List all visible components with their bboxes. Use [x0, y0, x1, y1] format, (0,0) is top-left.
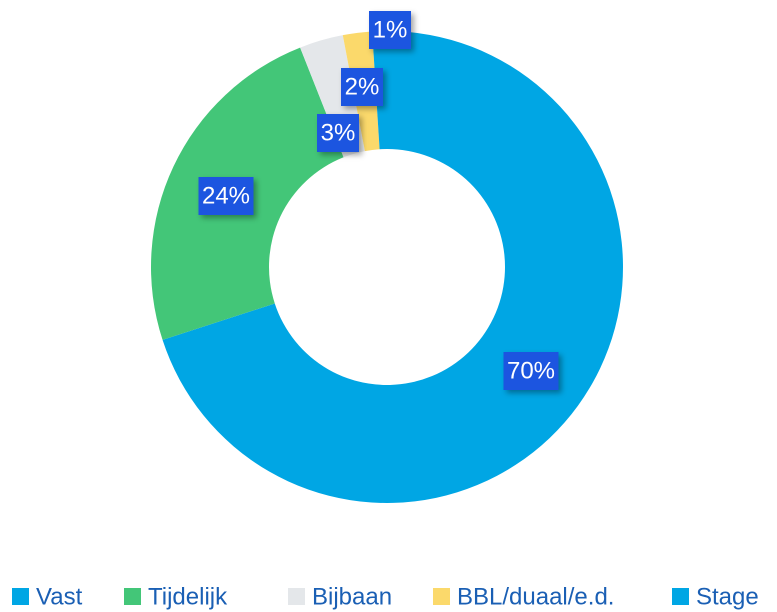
legend-label: Vast — [36, 583, 83, 610]
legend-label: Bijbaan — [312, 583, 392, 610]
legend-swatch — [288, 588, 305, 605]
data-label-box — [341, 68, 383, 106]
data-label: 70% — [507, 357, 555, 384]
legend-label: Tijdelijk — [148, 583, 228, 610]
data-label: 2% — [345, 73, 380, 100]
legend-swatch — [672, 588, 689, 605]
data-label-box — [369, 11, 411, 49]
data-label: 3% — [321, 119, 356, 146]
legend-label: BBL/duaal/e.d. — [457, 583, 614, 610]
legend-swatch — [433, 588, 450, 605]
legend-label: Stage — [696, 583, 759, 610]
data-label: 1% — [373, 16, 408, 43]
legend-swatch — [12, 588, 29, 605]
legend-swatch — [124, 588, 141, 605]
data-label-box — [503, 352, 559, 390]
data-label: 24% — [202, 182, 250, 209]
data-label-box — [198, 177, 254, 215]
data-label-box — [317, 114, 359, 152]
